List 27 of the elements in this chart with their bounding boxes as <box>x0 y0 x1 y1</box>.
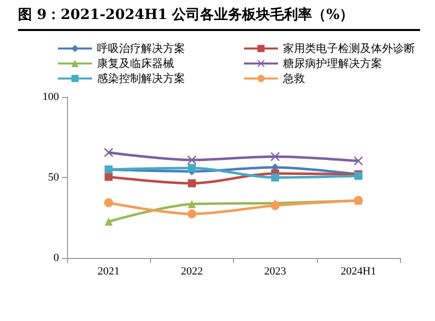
x-tick-label: 2021 <box>98 266 120 278</box>
legend-label: 糖尿病护理解决方案 <box>283 57 382 70</box>
point <box>104 198 114 208</box>
point <box>188 200 196 208</box>
point <box>270 201 280 210</box>
legend-label: 急救 <box>282 72 305 85</box>
legend-label: 家用类电子检测及体外诊断 <box>283 42 415 55</box>
legend-label: 呼吸治疗解决方案 <box>97 42 185 55</box>
point <box>187 155 196 164</box>
point <box>188 179 196 188</box>
point <box>354 156 363 166</box>
point <box>104 218 113 226</box>
legend-label: 康复及临床器械 <box>97 57 174 70</box>
x-tick-label: 2023 <box>264 266 287 278</box>
point <box>271 174 280 182</box>
point <box>270 152 280 162</box>
point <box>104 172 113 181</box>
x-tick-label: 2024H1 <box>340 266 376 278</box>
point <box>187 209 196 218</box>
chart-title: 图 9：2021-2024H1 公司各业务板块毛利率（%） <box>18 6 420 31</box>
y-tick-label: 0 <box>54 252 60 264</box>
y-tick-label: 50 <box>48 172 60 184</box>
y-tick-label: 100 <box>42 91 60 103</box>
legend-label: 感染控制解决方案 <box>97 72 185 85</box>
point <box>104 148 114 158</box>
x-tick-label: 2022 <box>180 266 203 278</box>
point <box>188 164 196 172</box>
